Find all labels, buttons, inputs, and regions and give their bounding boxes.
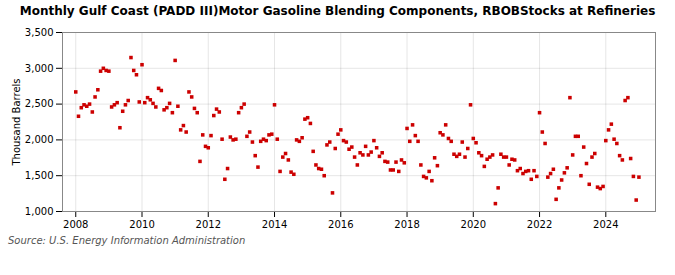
svg-text:2018: 2018 — [394, 219, 419, 230]
svg-text:2010: 2010 — [129, 219, 154, 230]
svg-text:3,000: 3,000 — [25, 63, 54, 74]
svg-text:2020: 2020 — [461, 219, 486, 230]
svg-text:2008: 2008 — [63, 219, 88, 230]
svg-text:1,500: 1,500 — [25, 170, 54, 181]
svg-text:2,000: 2,000 — [25, 134, 54, 145]
svg-text:Thousand Barrels: Thousand Barrels — [11, 78, 22, 166]
svg-text:1,000: 1,000 — [25, 206, 54, 217]
html-text:Monthly Gulf Coast (PADD III)M: Monthly Gulf Coast (PADD III)Motor Gasol… — [19, 4, 656, 18]
svg-text:2014: 2014 — [262, 219, 287, 230]
svg-text:2022: 2022 — [527, 219, 552, 230]
html-text:Source: U.S. Energy Informatio: Source: U.S. Energy Information Administ… — [8, 235, 246, 246]
svg-text:3,500: 3,500 — [25, 27, 54, 38]
svg-text:2,500: 2,500 — [25, 98, 54, 109]
svg-text:2024: 2024 — [593, 219, 618, 230]
svg-text:2016: 2016 — [328, 219, 353, 230]
svg-text:2012: 2012 — [196, 219, 221, 230]
